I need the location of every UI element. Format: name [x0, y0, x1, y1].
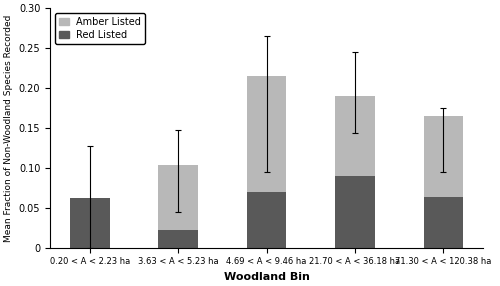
Y-axis label: Mean Fraction of Non-Woodland Species Recorded: Mean Fraction of Non-Woodland Species Re…	[4, 14, 13, 242]
Bar	[70, 198, 110, 248]
Bar	[246, 192, 286, 248]
Bar	[424, 197, 464, 248]
Bar	[158, 164, 198, 230]
Legend: Amber Listed, Red Listed: Amber Listed, Red Listed	[55, 13, 145, 44]
Bar	[246, 76, 286, 192]
Bar	[424, 116, 464, 197]
Bar	[158, 230, 198, 248]
X-axis label: Woodland Bin: Woodland Bin	[224, 272, 310, 282]
Bar	[335, 96, 375, 176]
Bar	[335, 176, 375, 248]
